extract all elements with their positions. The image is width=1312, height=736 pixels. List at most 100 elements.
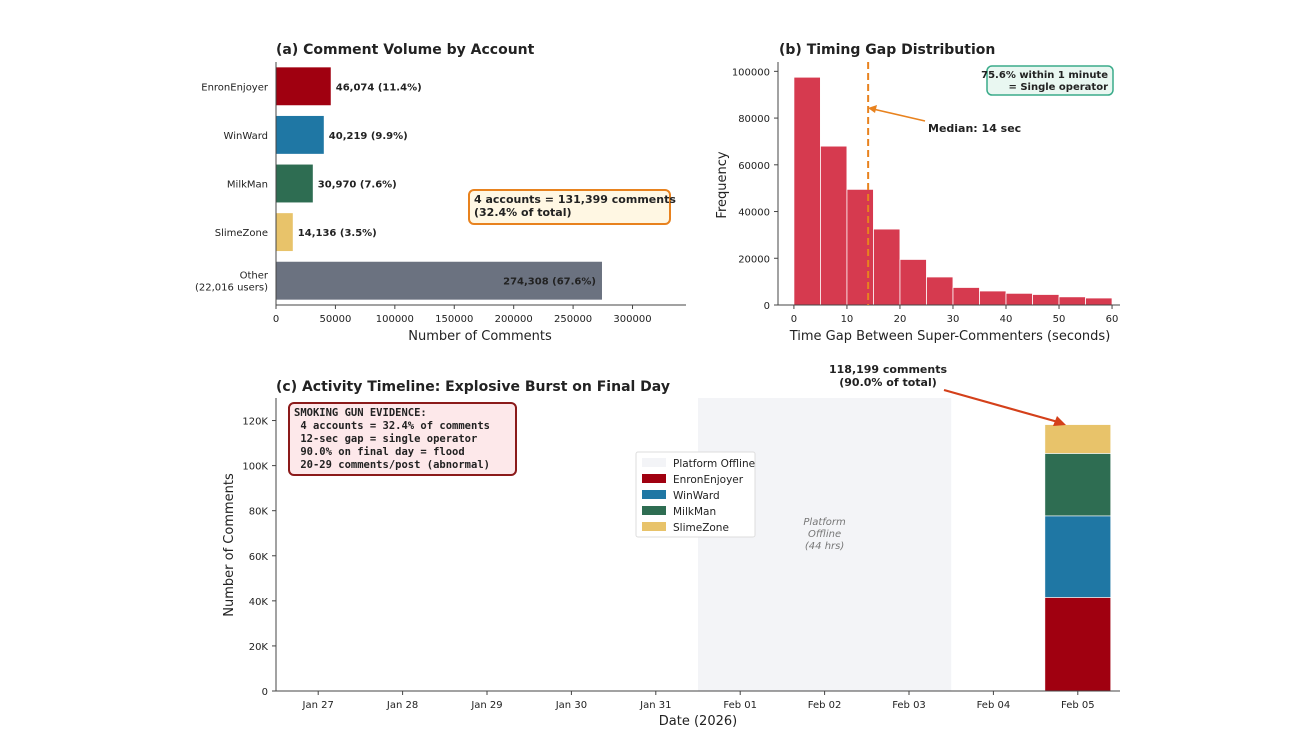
text-line: 12-sec gap = single operator: [294, 433, 477, 445]
x-tick-label: 150000: [435, 314, 473, 325]
histogram-bin: [926, 276, 954, 306]
x-tick-label: Jan 31: [639, 700, 671, 711]
legend-swatch: [642, 490, 666, 499]
text-line: Offline: [808, 529, 841, 540]
panel-a-annotation-box: 4 accounts = 131,399 comments (32.4% of t…: [468, 189, 676, 225]
x-tick-label: 250000: [554, 314, 592, 325]
x-tick-label: 60: [1106, 314, 1119, 325]
x-tick-label: Jan 27: [302, 700, 334, 711]
panel-b-annotation-text: 75.6% within 1 minute = Single operator: [981, 70, 1108, 93]
text-line: SMOKING GUN EVIDENCE:: [294, 407, 427, 419]
bar-milkman: [276, 164, 313, 203]
panel-c-legend: Platform Offline EnronEnjoyer WinWard MilkM…: [635, 451, 756, 538]
x-tick-label: 40: [1000, 314, 1013, 325]
legend-label: EnronEnjoyer: [673, 474, 744, 486]
histogram-bin: [793, 76, 821, 306]
legend-label: WinWard: [673, 490, 720, 502]
category-label: MilkMan: [227, 180, 268, 191]
legend-swatch: [642, 458, 666, 467]
category-label: Other (22,016 users): [195, 271, 269, 294]
stack-segment-slimezone: [1044, 424, 1112, 454]
x-tick-label: 10: [841, 314, 854, 325]
bar-slimezone: [276, 213, 293, 252]
y-tick-label: 40K: [249, 597, 269, 608]
bar-value-label: 274,308 (67.6%): [503, 277, 596, 288]
x-tick-label: 300000: [613, 314, 651, 325]
y-tick-label: 40000: [738, 208, 770, 219]
histogram-bin: [1032, 294, 1060, 306]
x-tick-label: 50000: [320, 314, 352, 325]
histogram-bin: [1058, 296, 1086, 306]
histogram-bin: [1005, 292, 1033, 306]
y-tick-label: 100000: [732, 67, 770, 78]
bar-enronenjoyer: [276, 67, 331, 106]
histogram-bin: [873, 228, 901, 306]
text-line: 90.0% on final day = flood: [294, 446, 465, 458]
y-tick-label: 80000: [738, 114, 770, 125]
x-tick-label: 0: [791, 314, 797, 325]
panel-a-annotation-frame: [468, 189, 671, 225]
bar-value-label: 30,970 (7.6%): [318, 180, 397, 191]
y-tick-label: 120K: [242, 417, 268, 428]
y-tick-label: 0: [262, 687, 268, 698]
text-line: 75.6% within 1 minute: [981, 70, 1108, 81]
text-line: (44 hrs): [805, 541, 844, 552]
y-tick-label: 80K: [249, 507, 269, 518]
text-line: Other: [240, 271, 269, 282]
panel-c-xlabel: Date (2026): [659, 714, 737, 729]
legend-label: MilkMan: [673, 506, 716, 518]
x-tick-label: 200000: [495, 314, 533, 325]
median-arrow-shaft: [872, 108, 926, 122]
x-tick-label: 30: [947, 314, 960, 325]
y-tick-label: 0: [764, 301, 770, 312]
text-line: WinWard: [224, 131, 268, 142]
histogram-bin: [1085, 297, 1113, 306]
bar-value-label: 14,136 (3.5%): [298, 228, 377, 239]
y-tick-label: 20000: [738, 254, 770, 265]
legend-swatch: [642, 474, 666, 483]
text-line: 20-29 comments/post (abnormal): [294, 459, 490, 471]
y-tick-label: 20K: [249, 642, 269, 653]
panel-b-xlabel: Time Gap Between Super-Commenters (secon…: [789, 329, 1111, 344]
legend-swatch: [642, 522, 666, 531]
text-line: (22,016 users): [195, 283, 268, 294]
x-tick-label: Feb 04: [977, 700, 1011, 711]
histogram-bin: [952, 287, 980, 306]
y-tick-label: 60000: [738, 161, 770, 172]
offline-label: Platform Offline (44 hrs): [803, 517, 846, 552]
panel-c-evidence-frame: [288, 402, 517, 476]
bar-other: [276, 261, 602, 300]
text-line: SlimeZone: [215, 228, 268, 239]
stack-segment-milkman: [1044, 453, 1112, 517]
panel-a-comment-volume: (a) Comment Volume by Account 46,074 (11…: [195, 42, 686, 344]
median-arrow-head: [868, 105, 877, 113]
peak-arrow-head: [1053, 416, 1066, 426]
panel-b-title: (b) Timing Gap Distribution: [779, 42, 995, 58]
x-tick-label: Jan 30: [555, 700, 587, 711]
text-line: = Single operator: [1008, 82, 1108, 93]
legend-swatch: [642, 506, 666, 515]
histogram-bin: [979, 290, 1007, 306]
stack-segment-winward: [1044, 515, 1112, 598]
x-tick-label: 100000: [376, 314, 414, 325]
x-tick-label: Jan 28: [386, 700, 418, 711]
legend-label: SlimeZone: [673, 522, 729, 534]
legend-frame: [635, 451, 756, 538]
x-tick-label: Feb 05: [1061, 700, 1095, 711]
peak-annotation-text: 118,199 comments (90.0% of total): [829, 363, 947, 389]
histogram-bin: [899, 259, 927, 306]
panel-c-title: (c) Activity Timeline: Explosive Burst o…: [276, 379, 670, 395]
panel-c-ylabel: Number of Comments: [222, 473, 237, 617]
y-tick-label: 100K: [242, 462, 268, 473]
bar-winward: [276, 115, 324, 154]
category-label: SlimeZone: [215, 228, 268, 239]
text-line: 4 accounts = 32.4% of comments: [294, 420, 490, 432]
panel-b-ylabel: Frequency: [715, 151, 730, 218]
text-line: MilkMan: [227, 180, 268, 191]
x-tick-label: 20: [894, 314, 907, 325]
x-tick-label: Feb 02: [808, 700, 842, 711]
panel-b-annotation-box: 75.6% within 1 minute = Single operator: [981, 65, 1114, 96]
category-label: EnronEnjoyer: [201, 82, 269, 93]
panel-b-annotation-frame: [986, 65, 1114, 96]
